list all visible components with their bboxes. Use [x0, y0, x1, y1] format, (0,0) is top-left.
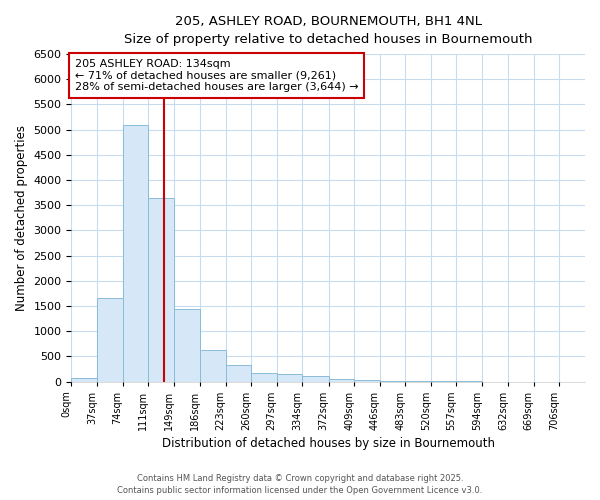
Bar — [148, 198, 175, 382]
Bar — [277, 374, 302, 382]
Bar — [380, 381, 405, 382]
Text: Contains HM Land Registry data © Crown copyright and database right 2025.
Contai: Contains HM Land Registry data © Crown c… — [118, 474, 482, 495]
Bar — [97, 298, 122, 382]
Y-axis label: Number of detached properties: Number of detached properties — [15, 125, 28, 311]
Bar — [226, 366, 251, 382]
Bar — [251, 374, 277, 382]
Bar — [200, 350, 226, 382]
Bar — [354, 380, 380, 382]
Bar — [329, 378, 354, 382]
Title: 205, ASHLEY ROAD, BOURNEMOUTH, BH1 4NL
Size of property relative to detached hou: 205, ASHLEY ROAD, BOURNEMOUTH, BH1 4NL S… — [124, 15, 532, 46]
X-axis label: Distribution of detached houses by size in Bournemouth: Distribution of detached houses by size … — [162, 437, 495, 450]
Bar — [302, 376, 329, 382]
Text: 205 ASHLEY ROAD: 134sqm
← 71% of detached houses are smaller (9,261)
28% of semi: 205 ASHLEY ROAD: 134sqm ← 71% of detache… — [75, 59, 358, 92]
Bar — [71, 378, 97, 382]
Bar — [175, 310, 200, 382]
Bar — [122, 124, 148, 382]
